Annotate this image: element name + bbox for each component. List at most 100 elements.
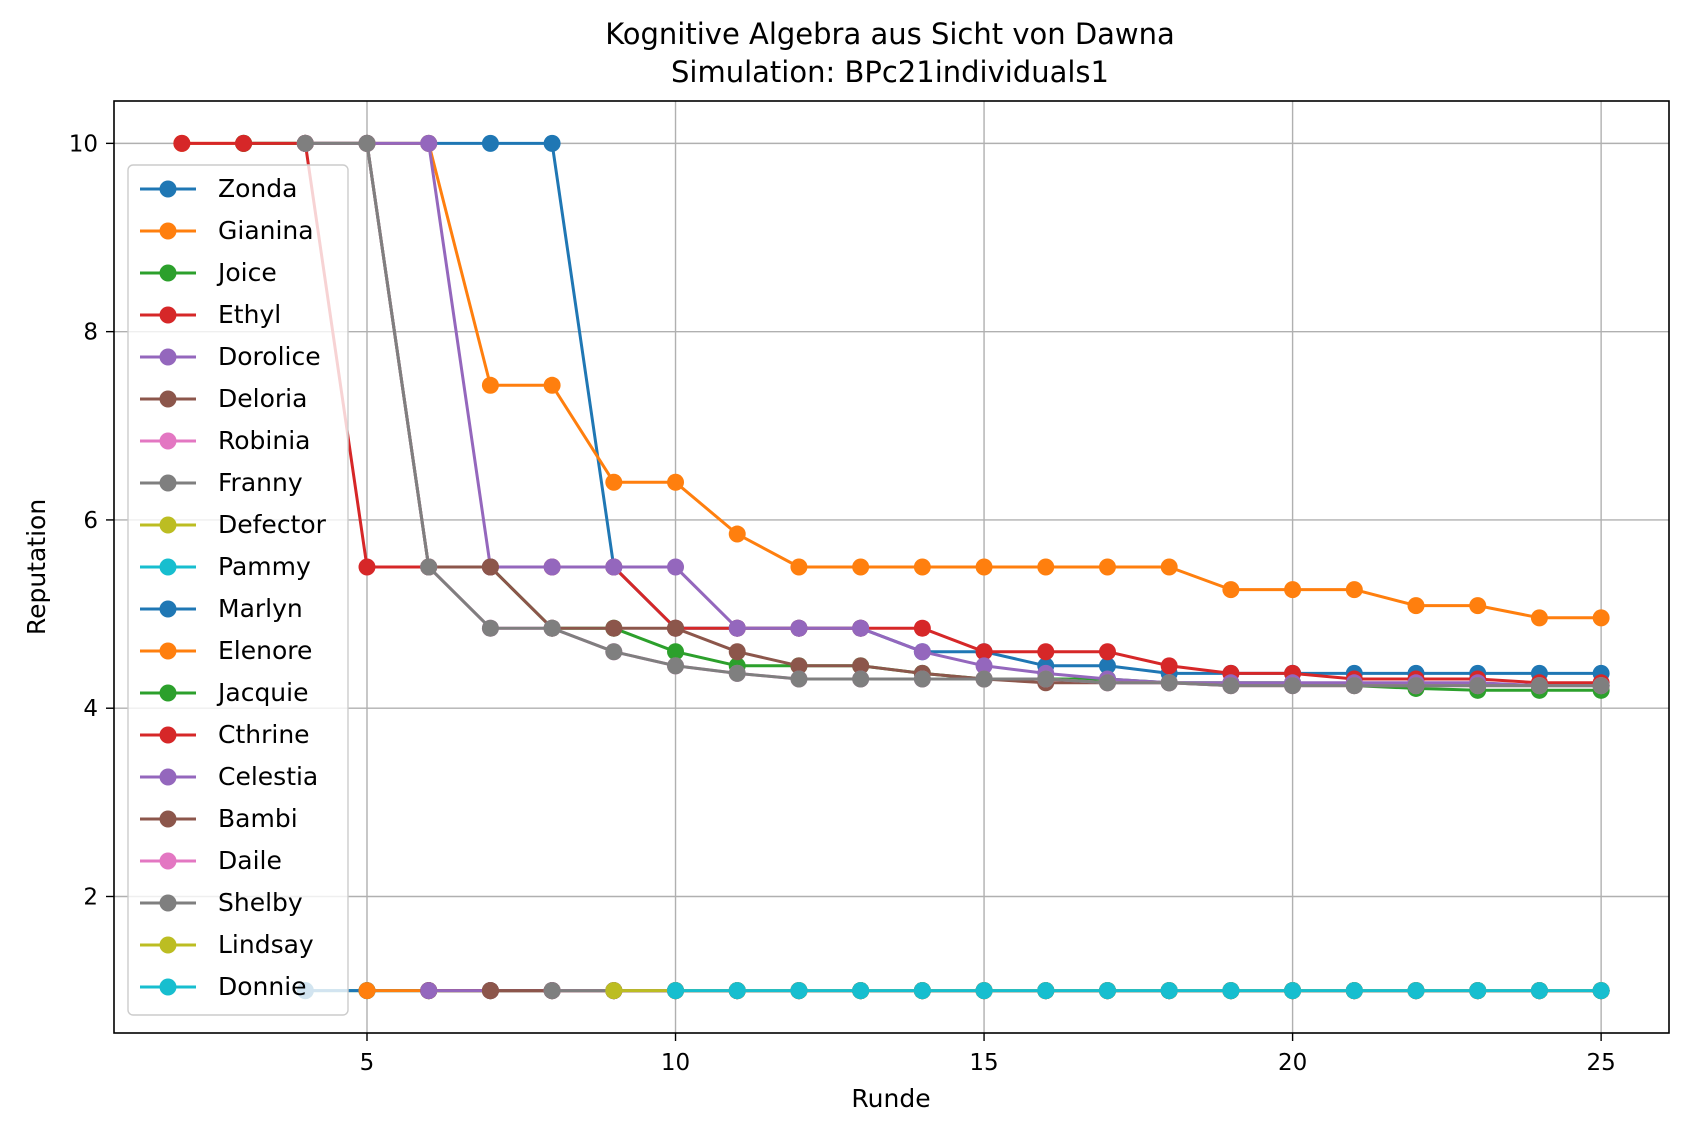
legend-label: Ethyl [218, 300, 281, 329]
legend-swatch-marker [159, 306, 177, 324]
data-point [543, 619, 561, 637]
y-tick-label: 4 [83, 696, 98, 722]
y-tick-label: 2 [83, 884, 98, 910]
chart-title: Kognitive Algebra aus Sicht von Dawna [605, 17, 1175, 51]
data-point [1222, 982, 1240, 1000]
y-tick-label: 6 [83, 508, 98, 534]
data-point [420, 982, 438, 1000]
data-point [913, 619, 931, 637]
data-point [728, 619, 746, 637]
legend-item: Elenore [140, 636, 312, 665]
data-point [481, 376, 499, 394]
legend-item: Deloria [140, 384, 307, 413]
data-point [481, 619, 499, 637]
legend-item: Ethyl [140, 300, 281, 329]
legend-item: Dorolice [140, 342, 321, 371]
data-point [543, 558, 561, 576]
legend-label: Jacquie [216, 678, 308, 707]
data-point [420, 134, 438, 152]
data-point [235, 134, 253, 152]
data-point [543, 134, 561, 152]
x-tick-label: 5 [360, 1050, 375, 1076]
legend-item: Marlyn [140, 594, 303, 623]
legend-swatch-marker [159, 978, 177, 996]
legend-label: Shelby [218, 888, 303, 917]
x-tick-label: 25 [1586, 1050, 1615, 1076]
data-point [852, 670, 870, 688]
series-line [181, 141, 1602, 685]
legend-label: Dorolice [218, 342, 321, 371]
legend-swatch-marker [159, 768, 177, 786]
legend-label: Franny [218, 468, 303, 497]
data-point [975, 982, 993, 1000]
legend-swatch-marker [159, 432, 177, 450]
data-point [913, 670, 931, 688]
data-point [728, 664, 746, 682]
legend: Zonda Gianina Joice Ethyl Dorolice Deloria Rob… [127, 164, 349, 1016]
data-point [1469, 597, 1487, 615]
legend-label: Pammy [218, 552, 311, 581]
data-point [543, 982, 561, 1000]
data-point [1530, 609, 1548, 627]
legend-label: Celestia [218, 762, 318, 791]
data-point [1098, 558, 1116, 576]
legend-label: Elenore [218, 636, 312, 665]
data-point [790, 657, 808, 675]
legend-swatch-marker [159, 852, 177, 870]
x-tick-label: 20 [1278, 1050, 1307, 1076]
series-line [305, 141, 1602, 688]
data-point [1160, 674, 1178, 692]
data-point [1345, 677, 1363, 695]
legend-swatch-marker [159, 600, 177, 618]
data-point [913, 558, 931, 576]
data-point [1098, 674, 1116, 692]
data-point [1592, 982, 1610, 1000]
legend-swatch-marker [159, 642, 177, 660]
data-point [1098, 657, 1116, 675]
data-point [667, 473, 685, 491]
data-point [1222, 677, 1240, 695]
legend-item: Gianina [140, 216, 314, 245]
legend-swatch-marker [159, 180, 177, 198]
series-line [305, 141, 1602, 688]
legend-label: Cthrine [218, 720, 310, 749]
legend-item: Joice [140, 258, 277, 287]
legend-item: Shelby [140, 888, 303, 917]
data-point [1098, 643, 1116, 661]
data-point [790, 558, 808, 576]
data-point [605, 473, 623, 491]
data-point [975, 643, 993, 661]
data-point [790, 982, 808, 1000]
series-franny [296, 134, 1610, 695]
legend-label: Gianina [218, 216, 314, 245]
legend-swatch-marker [159, 516, 177, 534]
data-point [667, 643, 685, 661]
data-point [852, 657, 870, 675]
data-point [1469, 677, 1487, 695]
legend-swatch-marker [159, 390, 177, 408]
data-point [790, 619, 808, 637]
legend-item: Lindsay [140, 930, 314, 959]
legend-item: Daile [140, 846, 282, 875]
data-point [1530, 982, 1548, 1000]
y-tick-label: 8 [83, 320, 98, 346]
data-point [481, 558, 499, 576]
data-point [975, 670, 993, 688]
axis-ticks: 5 10 15 20 25 2 4 6 8 10 [69, 131, 1616, 1076]
legend-label: Joice [216, 258, 277, 287]
data-point [543, 376, 561, 394]
legend-swatch-marker [159, 264, 177, 282]
data-point [975, 657, 993, 675]
legend-swatch-marker [159, 222, 177, 240]
data-point [1407, 982, 1425, 1000]
data-point [667, 982, 685, 1000]
legend-swatch-marker [159, 810, 177, 828]
legend-swatch-marker [159, 474, 177, 492]
data-point [1037, 558, 1055, 576]
x-tick-label: 10 [661, 1050, 690, 1076]
legend-label: Zonda [218, 174, 297, 203]
legend-swatch-marker [159, 726, 177, 744]
legend-item: Defector [140, 510, 327, 539]
legend-swatch-marker [159, 684, 177, 702]
